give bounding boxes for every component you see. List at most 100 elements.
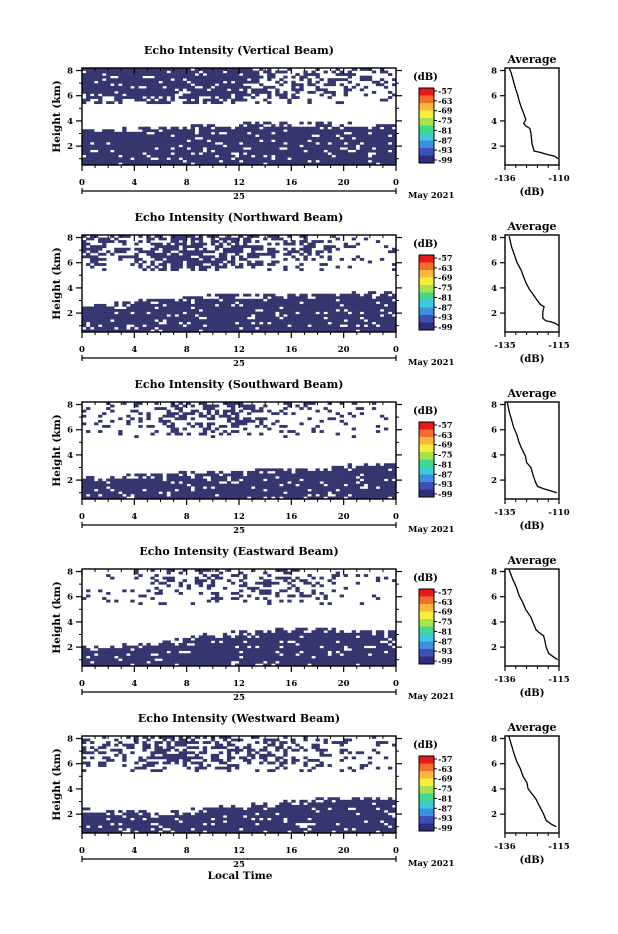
day-label: 25 <box>233 192 245 202</box>
echo-cell <box>171 139 175 142</box>
echo-cell <box>146 476 150 479</box>
echo-cell <box>239 648 243 651</box>
echo-cell <box>247 309 251 312</box>
echo-cell <box>231 486 235 489</box>
echo-cell <box>223 319 227 322</box>
echo-cell <box>223 656 227 659</box>
echo-cell <box>207 258 211 261</box>
echo-cell <box>183 322 187 325</box>
echo-cell <box>150 145 154 148</box>
echo-cell <box>219 306 223 309</box>
echo-cell <box>179 319 183 322</box>
echo-cell <box>211 101 215 104</box>
echo-cell <box>380 317 384 320</box>
echo-cell <box>231 491 235 494</box>
echo-cell <box>199 327 203 330</box>
echo-cell <box>299 319 303 322</box>
echo-cell <box>175 248 179 251</box>
echo-cell <box>348 319 352 322</box>
echo-cell <box>372 473 376 476</box>
echo-cell <box>106 129 110 132</box>
echo-cell <box>134 78 138 81</box>
echo-cell <box>187 263 191 266</box>
echo-cell <box>219 73 223 76</box>
echo-cell <box>171 71 175 74</box>
echo-cell <box>199 296 203 299</box>
echo-cell <box>368 294 372 297</box>
echo-cell <box>271 481 275 484</box>
echo-cell <box>223 76 227 79</box>
echo-cell <box>271 129 275 132</box>
echo-cell <box>356 306 360 309</box>
echo-cell <box>247 306 251 309</box>
echo-cell <box>247 238 251 241</box>
echo-cell <box>235 420 239 423</box>
echo-cell <box>259 327 263 330</box>
echo-cell <box>90 312 94 315</box>
echo-cell <box>271 309 275 312</box>
echo-cell <box>320 491 324 494</box>
echo-cell <box>203 78 207 81</box>
echo-cell <box>211 124 215 127</box>
echo-cell <box>154 491 158 494</box>
echo-cell <box>203 309 207 312</box>
echo-cell <box>344 476 348 479</box>
echo-cell <box>167 476 171 479</box>
echo-cell <box>158 489 162 492</box>
echo-cell <box>215 486 219 489</box>
echo-cell <box>368 486 372 489</box>
echo-cell <box>191 268 195 271</box>
echo-cell <box>199 491 203 494</box>
echo-cell <box>311 240 315 243</box>
echo-cell <box>320 324 324 327</box>
echo-cell <box>376 484 380 487</box>
echo-cell <box>291 324 295 327</box>
echo-cell <box>360 132 364 135</box>
echo-cell <box>142 301 146 304</box>
echo-cell <box>158 473 162 476</box>
echo-cell <box>187 261 191 264</box>
echo-cell <box>94 147 98 150</box>
echo-cell <box>130 410 134 413</box>
echo-cell <box>106 137 110 140</box>
echo-cell <box>102 484 106 487</box>
echo-cell <box>227 127 231 130</box>
echo-cell <box>255 294 259 297</box>
echo-cell <box>183 132 187 135</box>
echo-cell <box>183 127 187 130</box>
echo-cell <box>203 327 207 330</box>
echo-cell <box>86 137 90 140</box>
echo-cell <box>283 137 287 140</box>
echo-cell <box>279 489 283 492</box>
echo-cell <box>122 243 126 246</box>
echo-cell <box>146 658 150 661</box>
echo-cell <box>171 88 175 91</box>
echo-cell <box>223 253 227 256</box>
echo-cell <box>163 299 167 302</box>
echo-cell <box>247 322 251 325</box>
echo-cell <box>279 155 283 158</box>
echo-cell <box>295 299 299 302</box>
echo-cell <box>279 494 283 497</box>
echo-cell <box>307 157 311 160</box>
echo-cell <box>211 661 215 664</box>
echo-cell <box>158 258 162 261</box>
echo-cell <box>247 489 251 492</box>
echo-cell <box>303 255 307 258</box>
echo-cell <box>239 81 243 84</box>
echo-cell <box>94 76 98 79</box>
echo-cell <box>215 137 219 140</box>
echo-cell <box>356 489 360 492</box>
echo-cell <box>303 73 307 76</box>
echo-cell <box>227 661 231 664</box>
echo-cell <box>255 486 259 489</box>
echo-cell <box>344 88 348 91</box>
echo-cell <box>231 494 235 497</box>
echo-cell <box>271 250 275 253</box>
echo-cell <box>263 139 267 142</box>
echo-cell <box>283 145 287 148</box>
echo-cell <box>86 476 90 479</box>
echo-cell <box>360 471 364 474</box>
echo-cell <box>223 489 227 492</box>
echo-cell <box>368 317 372 320</box>
